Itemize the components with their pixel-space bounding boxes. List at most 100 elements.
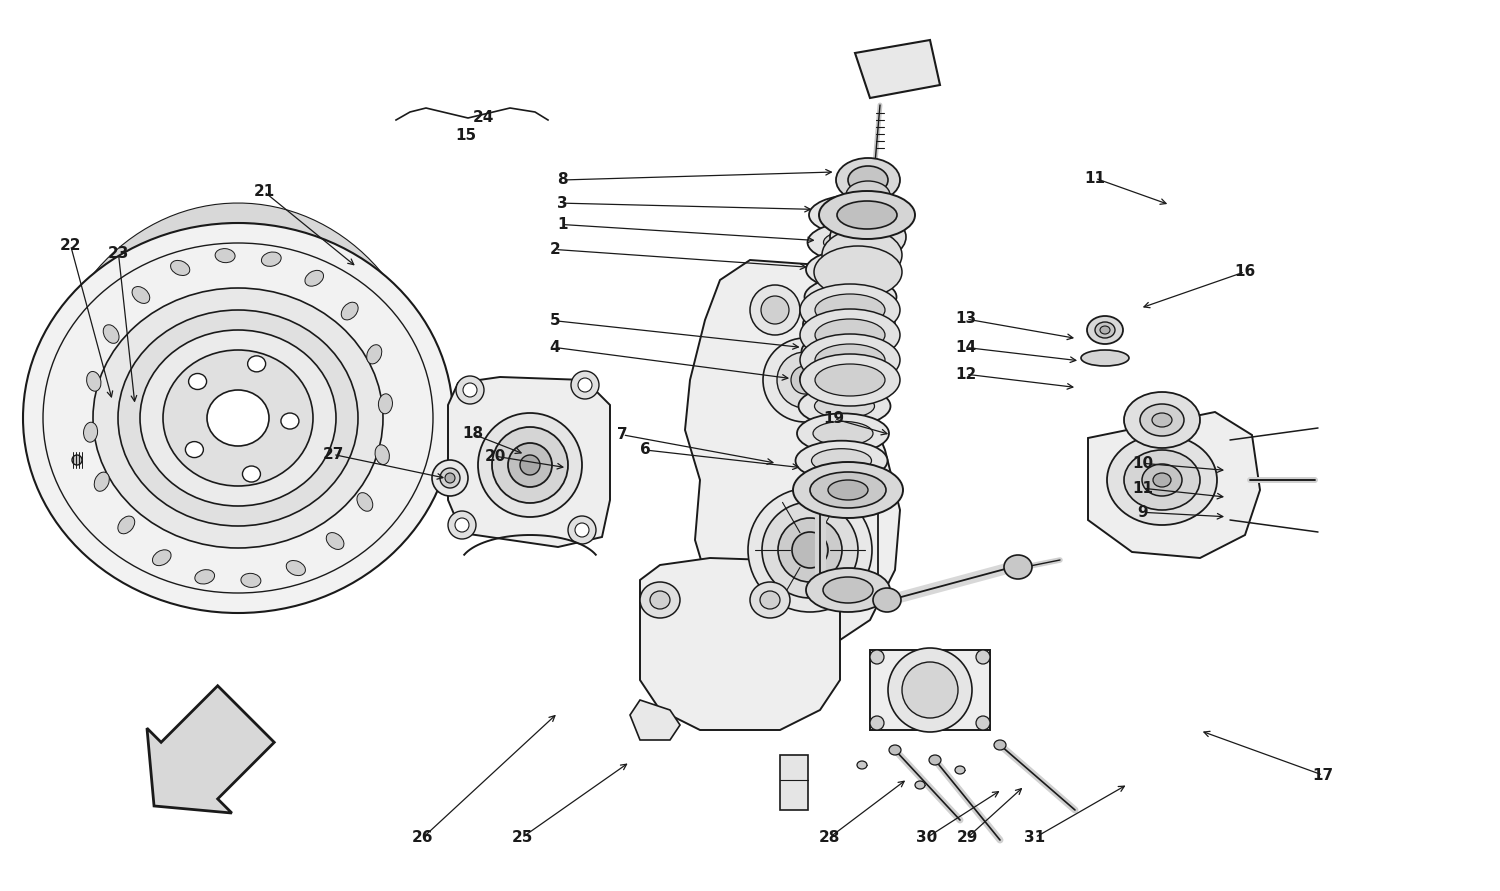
- Ellipse shape: [1100, 326, 1110, 334]
- Ellipse shape: [375, 445, 390, 464]
- Ellipse shape: [261, 252, 280, 266]
- Ellipse shape: [464, 383, 477, 397]
- Text: 5: 5: [549, 314, 561, 328]
- Ellipse shape: [822, 229, 902, 281]
- Ellipse shape: [242, 573, 261, 587]
- Ellipse shape: [846, 181, 889, 209]
- Ellipse shape: [847, 166, 888, 194]
- Text: 2: 2: [549, 242, 561, 257]
- Ellipse shape: [806, 568, 889, 612]
- Ellipse shape: [93, 288, 382, 548]
- Ellipse shape: [802, 304, 895, 344]
- Ellipse shape: [1095, 322, 1114, 338]
- Ellipse shape: [94, 472, 110, 491]
- Ellipse shape: [132, 287, 150, 304]
- Ellipse shape: [818, 574, 878, 606]
- Text: 30: 30: [916, 830, 938, 845]
- Text: 10: 10: [1132, 456, 1154, 470]
- Ellipse shape: [801, 331, 894, 372]
- Ellipse shape: [342, 302, 358, 320]
- Polygon shape: [448, 377, 610, 547]
- Ellipse shape: [72, 455, 82, 465]
- Ellipse shape: [762, 502, 858, 598]
- Ellipse shape: [1124, 392, 1200, 448]
- Ellipse shape: [164, 350, 314, 486]
- Text: 15: 15: [456, 127, 477, 143]
- Ellipse shape: [195, 569, 214, 584]
- Ellipse shape: [750, 285, 800, 335]
- Polygon shape: [686, 260, 900, 655]
- Text: 12: 12: [956, 367, 976, 381]
- Polygon shape: [630, 700, 680, 740]
- Ellipse shape: [810, 476, 870, 500]
- Text: 11: 11: [1084, 171, 1106, 185]
- Ellipse shape: [760, 591, 780, 609]
- Ellipse shape: [327, 533, 344, 550]
- Text: 3: 3: [556, 196, 568, 210]
- Ellipse shape: [171, 260, 190, 275]
- Ellipse shape: [357, 493, 374, 511]
- Ellipse shape: [915, 781, 926, 789]
- Ellipse shape: [956, 766, 964, 774]
- Ellipse shape: [1140, 404, 1184, 436]
- Ellipse shape: [153, 550, 171, 566]
- Ellipse shape: [760, 296, 789, 324]
- Ellipse shape: [815, 364, 885, 396]
- Ellipse shape: [798, 386, 891, 426]
- Ellipse shape: [836, 158, 900, 202]
- Ellipse shape: [750, 582, 790, 618]
- Ellipse shape: [1107, 435, 1216, 525]
- Text: 14: 14: [956, 340, 976, 355]
- Text: 21: 21: [254, 184, 274, 199]
- Ellipse shape: [640, 582, 680, 618]
- Ellipse shape: [800, 334, 900, 386]
- Ellipse shape: [366, 345, 382, 364]
- Ellipse shape: [994, 740, 1006, 750]
- Ellipse shape: [650, 591, 670, 609]
- Ellipse shape: [478, 413, 582, 517]
- Ellipse shape: [808, 195, 901, 235]
- Ellipse shape: [456, 376, 484, 404]
- Ellipse shape: [778, 518, 842, 582]
- Ellipse shape: [810, 472, 886, 508]
- Text: 18: 18: [462, 427, 483, 441]
- Ellipse shape: [748, 488, 872, 612]
- Ellipse shape: [928, 755, 940, 765]
- Polygon shape: [1088, 412, 1260, 558]
- Polygon shape: [46, 203, 430, 384]
- Text: 13: 13: [956, 312, 976, 326]
- Ellipse shape: [825, 203, 885, 227]
- Ellipse shape: [378, 394, 393, 413]
- Ellipse shape: [870, 716, 883, 730]
- Ellipse shape: [807, 222, 900, 262]
- Text: 8: 8: [556, 173, 568, 187]
- Text: 19: 19: [824, 412, 844, 426]
- Ellipse shape: [118, 516, 135, 534]
- Ellipse shape: [448, 511, 476, 539]
- Ellipse shape: [574, 523, 590, 537]
- Ellipse shape: [1082, 350, 1130, 366]
- Ellipse shape: [492, 427, 568, 503]
- Text: 24: 24: [472, 110, 494, 125]
- Text: 20: 20: [484, 449, 506, 463]
- Text: 28: 28: [819, 830, 840, 845]
- Ellipse shape: [214, 249, 236, 263]
- Ellipse shape: [815, 294, 885, 326]
- Ellipse shape: [280, 413, 298, 429]
- Ellipse shape: [140, 330, 336, 506]
- Ellipse shape: [806, 249, 898, 290]
- Ellipse shape: [1152, 413, 1172, 427]
- Ellipse shape: [104, 324, 118, 343]
- Ellipse shape: [824, 577, 873, 603]
- Ellipse shape: [578, 378, 592, 392]
- Ellipse shape: [800, 309, 900, 361]
- Ellipse shape: [976, 650, 990, 664]
- Ellipse shape: [824, 230, 884, 254]
- Polygon shape: [780, 755, 808, 810]
- Text: 1: 1: [558, 217, 567, 232]
- Ellipse shape: [819, 312, 879, 336]
- Ellipse shape: [800, 359, 892, 399]
- Ellipse shape: [794, 468, 886, 508]
- Ellipse shape: [815, 394, 874, 418]
- Ellipse shape: [186, 442, 204, 458]
